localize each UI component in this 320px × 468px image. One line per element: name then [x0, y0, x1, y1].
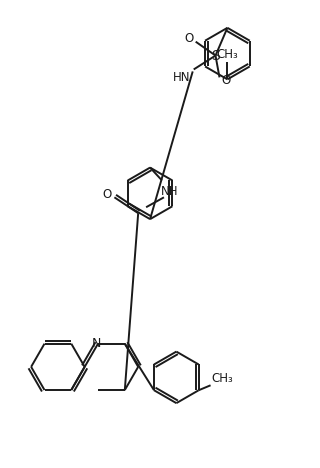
Text: NH: NH	[161, 185, 179, 198]
Text: CH₃: CH₃	[212, 372, 233, 385]
Text: N: N	[92, 337, 101, 350]
Text: O: O	[222, 74, 231, 87]
Text: HN: HN	[173, 71, 190, 84]
Text: O: O	[184, 32, 193, 45]
Text: O: O	[103, 188, 112, 201]
Text: S: S	[211, 49, 220, 63]
Text: CH₃: CH₃	[217, 48, 238, 61]
